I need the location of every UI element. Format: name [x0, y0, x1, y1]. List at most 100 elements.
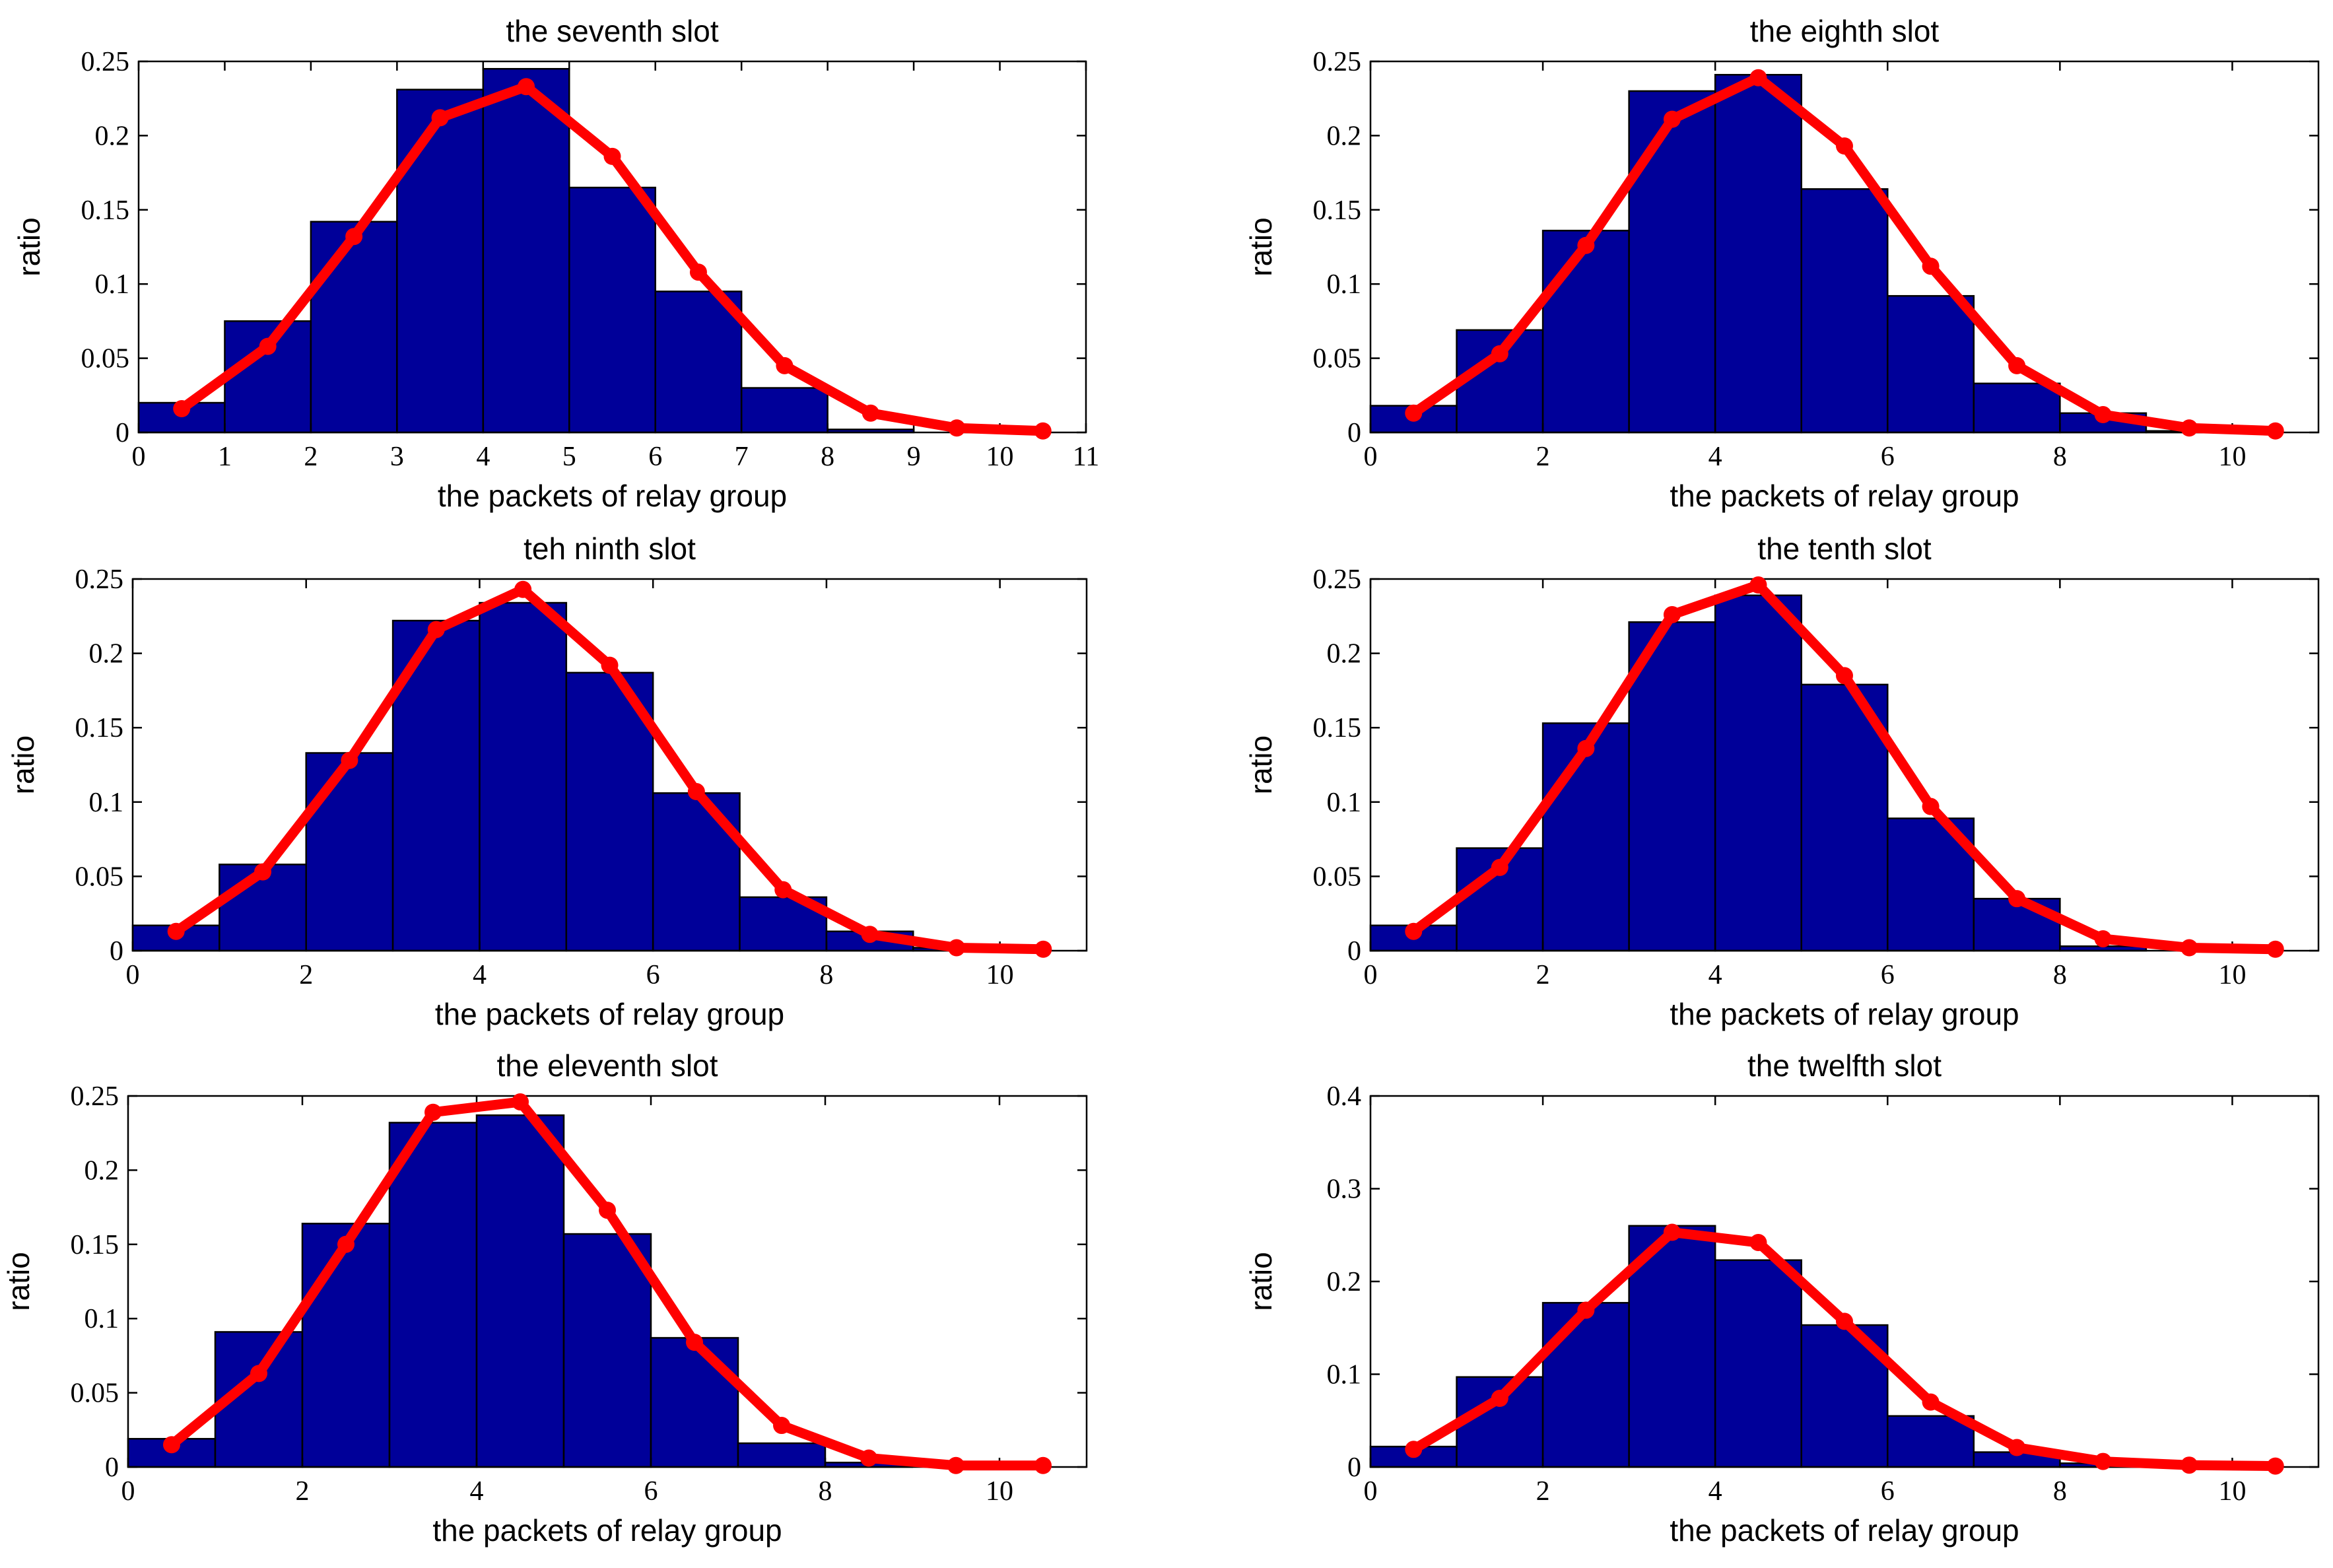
line-marker	[686, 1334, 703, 1351]
line-marker	[167, 922, 185, 940]
y-tick-label: 0.4	[1327, 1081, 1362, 1112]
subplot-5: 0 2 4 6 8 10 0 0.05 0.1 0.15 0.2 0.25 the eleventh s…	[1, 1048, 1088, 1548]
x-axis-label: the packets of relay group	[438, 479, 787, 513]
line-marker	[2181, 419, 2198, 437]
line-marker	[1922, 798, 1940, 815]
y-tick-label: 0.15	[81, 195, 130, 226]
x-tick-label: 10	[986, 960, 1014, 990]
line-marker	[947, 939, 965, 957]
line-marker	[1922, 1393, 1940, 1411]
bar-series	[1369, 1225, 2147, 1468]
axes-box	[1369, 578, 2320, 952]
chart-title: the tenth slot	[1757, 531, 1932, 566]
subplot-1: 0 1 2 3 4 5 6 7 8 9 10 11 0 0.05 0.1 0.15 0.2 0.25 the sev…	[12, 14, 1099, 513]
line-marker	[2266, 940, 2284, 958]
bar	[301, 1223, 391, 1468]
x-tick-label: 6	[646, 960, 660, 990]
line-marker	[173, 400, 191, 418]
y-tick-label: 0.1	[89, 788, 124, 818]
line-marker	[2094, 406, 2112, 424]
bar	[475, 1114, 565, 1468]
y-tick-label: 0.1	[85, 1304, 119, 1334]
line-marker	[861, 926, 879, 943]
x-tick-label: 6	[644, 1476, 658, 1507]
bar	[737, 1442, 827, 1468]
bar-series	[131, 601, 1001, 952]
y-tick-label: 0.15	[71, 1230, 119, 1260]
line-marker	[603, 147, 621, 165]
subplot-6: 0 2 4 6 8 10 0 0.1 0.2 0.3 0.4 the twelfth slot the …	[1244, 1048, 2320, 1548]
line-marker	[862, 404, 879, 422]
y-tick-label: 0.1	[1327, 269, 1362, 300]
axes-box	[131, 578, 1088, 952]
line-marker	[2094, 930, 2112, 947]
bar	[310, 221, 398, 434]
bar	[1714, 73, 1802, 434]
x-tick-label: 2	[304, 442, 318, 472]
line-marker	[1405, 922, 1423, 940]
line-marker	[1577, 236, 1595, 254]
x-tick-label: 8	[2053, 442, 2067, 472]
y-tick-label: 0.25	[1313, 564, 1362, 595]
y-tick-label: 0.15	[1313, 713, 1362, 743]
line-marker	[1749, 69, 1767, 86]
y-tick-label: 0	[1347, 1452, 1361, 1483]
y-tick-label: 0.2	[1327, 1267, 1362, 1297]
line-marker	[774, 881, 792, 899]
line-marker	[1491, 345, 1508, 362]
line-marker	[1577, 739, 1595, 757]
bar	[562, 1233, 652, 1468]
y-axis-label: ratio	[6, 735, 40, 794]
bar	[1714, 594, 1802, 952]
bar	[305, 752, 394, 952]
bar	[650, 1337, 739, 1468]
x-tick-label: 4	[1708, 442, 1722, 472]
line-marker	[1034, 1456, 1052, 1474]
y-tick-label: 0	[116, 418, 129, 448]
x-tick-label: 10	[986, 442, 1014, 472]
y-tick-label: 0.2	[1327, 121, 1362, 151]
y-tick-label: 0.1	[1327, 1360, 1362, 1390]
chart-title: the seventh slot	[506, 14, 718, 48]
line-marker	[1491, 858, 1508, 876]
line-marker	[259, 337, 277, 355]
y-tick-label: 0.3	[1327, 1175, 1362, 1205]
axes-box	[1369, 60, 2320, 434]
chart-title: teh ninth slot	[524, 531, 696, 566]
bar	[1628, 621, 1716, 952]
line-marker	[431, 109, 449, 127]
line-marker	[687, 783, 705, 801]
x-tick-label: 9	[907, 442, 921, 472]
line-marker	[1836, 1312, 1853, 1330]
y-tick-label: 0.1	[1327, 788, 1362, 818]
x-tick-label: 6	[1881, 960, 1895, 990]
line-marker	[1663, 1223, 1681, 1241]
line-marker	[1663, 606, 1681, 624]
line-marker	[1836, 667, 1853, 685]
x-axis-label: the packets of relay group	[1670, 997, 2019, 1031]
line-marker	[2266, 422, 2284, 440]
bar-series	[127, 1114, 914, 1468]
y-tick-label: 0	[110, 936, 123, 967]
bar	[568, 186, 656, 434]
chart-title: the eleventh slot	[496, 1048, 718, 1083]
line-marker	[2008, 357, 2026, 374]
y-tick-label: 0.2	[1327, 639, 1362, 669]
x-tick-label: 2	[299, 960, 313, 990]
bar-series	[137, 67, 915, 434]
line-marker	[341, 751, 358, 769]
x-tick-label: 0	[1364, 1476, 1378, 1507]
bar	[1714, 1259, 1802, 1468]
line-marker	[2094, 1452, 2112, 1470]
y-tick-label: 0.05	[71, 1379, 119, 1409]
line-marker	[250, 1365, 267, 1382]
x-tick-label: 4	[470, 1476, 484, 1507]
x-tick-label: 10	[986, 1476, 1013, 1507]
y-tick-label: 0	[1347, 418, 1361, 448]
x-tick-label: 10	[2218, 960, 2246, 990]
y-tick-label: 0.1	[95, 269, 130, 300]
y-tick-label: 0	[1347, 936, 1361, 967]
line-marker	[2181, 939, 2198, 957]
x-tick-label: 8	[821, 442, 834, 472]
